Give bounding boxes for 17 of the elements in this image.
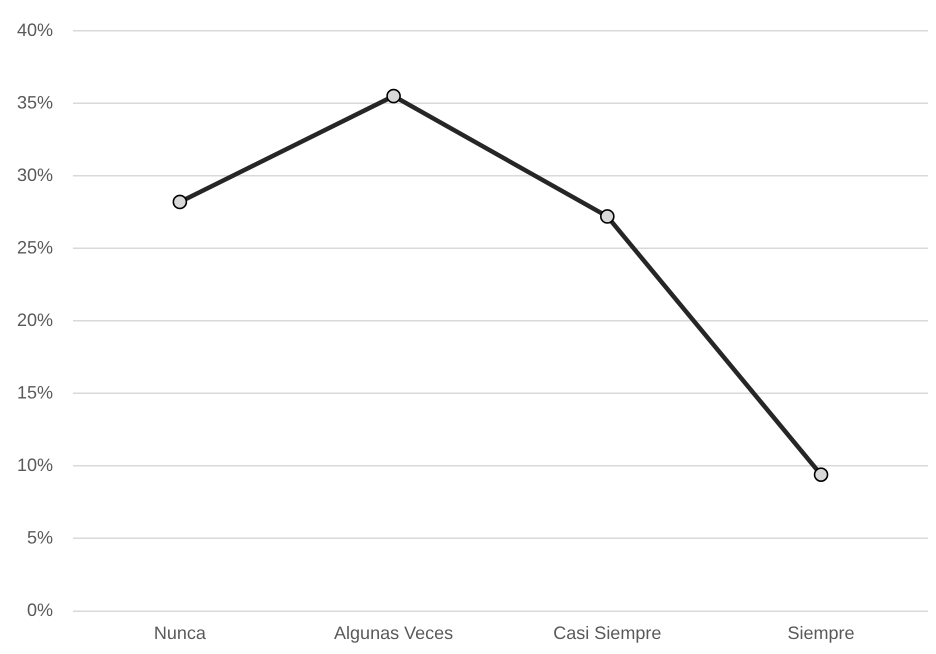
y-tick-label: 10%	[16, 454, 53, 475]
point	[172, 194, 188, 210]
x-tick-label: Algunas Veces	[334, 622, 454, 643]
y-tick-label: 15%	[16, 382, 53, 402]
y-tick-label: 25%	[16, 237, 53, 258]
point	[386, 88, 401, 104]
point	[600, 209, 615, 224]
y-tick-label: 5%	[26, 527, 53, 548]
y-tick-label: 40%	[16, 20, 53, 40]
y-tick-label: 35%	[16, 92, 53, 112]
y-tick-label: 20%	[16, 310, 53, 330]
y-tick-label: 0%	[26, 600, 53, 620]
x-tick-label: Casi Siempre	[553, 622, 662, 643]
point	[814, 467, 828, 482]
x-tick-label: Nunca	[154, 622, 207, 643]
y-tick-label: 30%	[16, 164, 53, 185]
x-tick-label: Siempre	[788, 622, 855, 643]
